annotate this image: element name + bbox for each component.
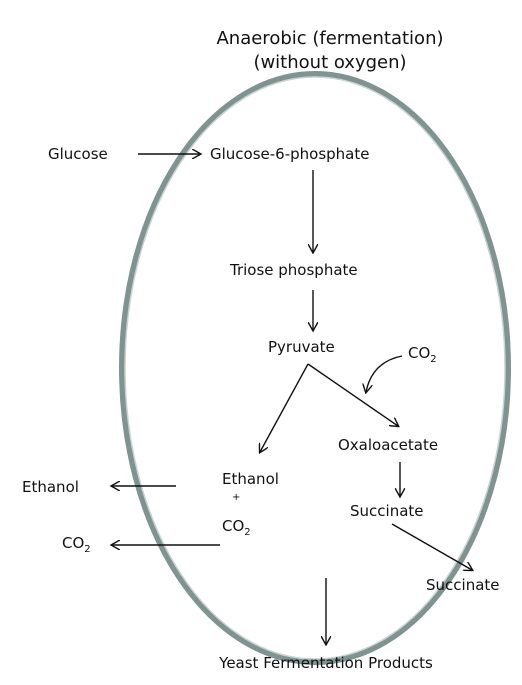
label-co2-outside: CO2 — [62, 534, 91, 555]
label-glucose-6-phosphate: Glucose-6-phosphate — [210, 145, 370, 163]
arrow-pyruvate-to-ethanol — [260, 363, 309, 452]
label-triose-phosphate: Triose phosphate — [229, 261, 358, 279]
label-succinate-inside: Succinate — [350, 502, 424, 520]
label-succinate-outside: Succinate — [426, 576, 500, 594]
arrow-co2-input — [366, 355, 403, 392]
arrow-pyruvate-to-oxaloacetate — [307, 363, 398, 426]
arrow-succinate-out — [391, 523, 472, 570]
label-glucose: Glucose — [48, 145, 108, 163]
title-line-2: (without oxygen) — [253, 52, 406, 73]
label-co2-inside: CO2 — [222, 517, 251, 538]
label-ethanol-inside: Ethanol — [222, 470, 279, 488]
label-plus: + — [232, 492, 240, 503]
footer-yeast-fermentation-products: Yeast Fermentation Products — [218, 654, 433, 672]
label-pyruvate: Pyruvate — [268, 338, 335, 356]
label-ethanol-outside: Ethanol — [22, 478, 79, 496]
label-co2-input: CO2 — [408, 344, 437, 365]
yeast-cell-membrane-outer — [119, 71, 511, 665]
title-line-1: Anaerobic (fermentation) — [216, 28, 443, 49]
yeast-cell-membrane-inner — [124, 76, 506, 660]
label-oxaloacetate: Oxaloacetate — [338, 436, 438, 454]
